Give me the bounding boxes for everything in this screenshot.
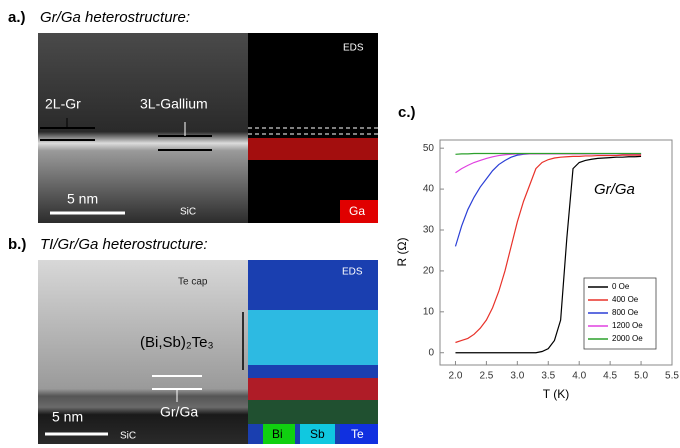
x-tick-label: 2.0 xyxy=(449,371,463,382)
x-tick-label: 2.5 xyxy=(479,371,493,382)
element-label: Sb xyxy=(310,427,325,441)
substrate-label: SiC xyxy=(120,431,136,442)
x-tick-label: 5.0 xyxy=(634,371,648,382)
scale-label: 5 nm xyxy=(52,409,83,425)
substrate-label: SiC xyxy=(180,207,196,218)
film-label: (Bi,Sb)₂Te₃ xyxy=(140,334,214,351)
y-tick-label: 0 xyxy=(428,347,434,358)
eds-band xyxy=(248,310,378,365)
annotation: 2L-Gr xyxy=(45,96,81,112)
element-label: Bi xyxy=(272,427,283,441)
eds-label: EDS xyxy=(342,267,363,278)
x-axis-label: T (K) xyxy=(543,387,569,401)
legend-label: 2000 Oe xyxy=(612,334,643,343)
eds-band xyxy=(248,378,378,400)
panel-title: Gr/Ga heterostructure: xyxy=(40,9,190,26)
panel-label: b.) xyxy=(8,236,26,253)
eds-band xyxy=(248,400,378,424)
x-tick-label: 4.5 xyxy=(603,371,617,382)
element-label: Te xyxy=(351,427,364,441)
y-tick-label: 10 xyxy=(423,306,435,317)
annotation: Gr/Ga xyxy=(594,181,635,198)
legend-label: 800 Oe xyxy=(612,308,639,317)
x-tick-label: 3.5 xyxy=(541,371,555,382)
x-tick-label: 3.0 xyxy=(510,371,524,382)
y-tick-label: 30 xyxy=(423,225,435,236)
y-tick-label: 20 xyxy=(423,266,435,277)
x-tick-label: 5.5 xyxy=(665,371,679,382)
panel-title: TI/Gr/Ga heterostructure: xyxy=(40,236,208,253)
panel-label: a.) xyxy=(8,9,26,26)
y-axis-label: R (Ω) xyxy=(395,238,409,267)
figure: a.) Gr/Ga heterostructure: 2L-Gr 3L-Gall… xyxy=(0,0,680,448)
x-tick-label: 4.0 xyxy=(572,371,586,382)
legend-label: 1200 Oe xyxy=(612,321,643,330)
eds-label: EDS xyxy=(343,43,364,54)
scale-label: 5 nm xyxy=(67,191,98,207)
legend-label: 0 Oe xyxy=(612,282,630,291)
data-line xyxy=(455,154,641,246)
y-tick-label: 50 xyxy=(423,143,435,154)
element-label: Ga xyxy=(349,204,365,218)
cap-label: Te cap xyxy=(178,277,208,288)
y-tick-label: 40 xyxy=(423,184,435,195)
legend-label: 400 Oe xyxy=(612,295,639,304)
data-line xyxy=(455,154,641,173)
interface-label: Gr/Ga xyxy=(160,404,198,420)
eds-band xyxy=(248,138,378,160)
annotation: 3L-Gallium xyxy=(140,96,208,112)
panel-label: c.) xyxy=(398,104,416,121)
